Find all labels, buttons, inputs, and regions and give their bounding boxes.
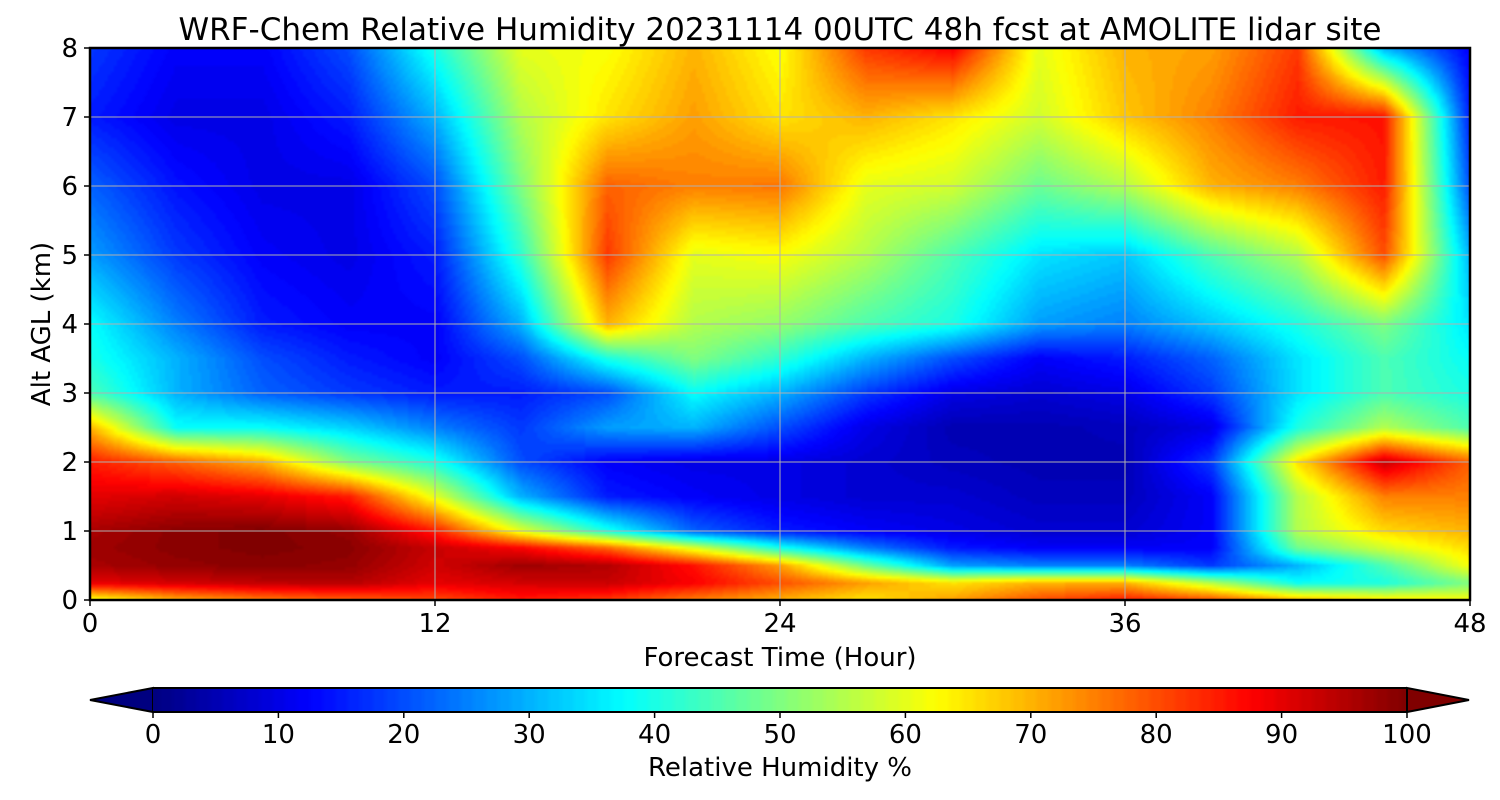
y-axis: 0 1 2 3 4 5 6 7 8 bbox=[61, 34, 90, 616]
colorbar-tick-label: 30 bbox=[513, 720, 546, 750]
colorbar-label: Relative Humidity % bbox=[648, 753, 912, 783]
y-tick-label: 5 bbox=[61, 241, 78, 271]
x-axis: 0 12 24 36 48 bbox=[82, 600, 1487, 639]
x-tick-label: 36 bbox=[1108, 609, 1141, 639]
colorbar: 0 10 20 30 40 50 60 70 80 90 100 bbox=[89, 686, 1470, 750]
y-tick-label: 3 bbox=[61, 379, 78, 409]
colorbar-tick-label: 70 bbox=[1014, 720, 1047, 750]
colorbar-tick-label: 50 bbox=[763, 720, 796, 750]
colorbar-extend-high bbox=[1406, 686, 1470, 714]
y-tick-label: 7 bbox=[61, 103, 78, 133]
colorbar-tick-label: 90 bbox=[1265, 720, 1298, 750]
colorbar-ticks: 0 10 20 30 40 50 60 70 80 90 100 bbox=[145, 712, 1432, 750]
colorbar-tick-label: 60 bbox=[889, 720, 922, 750]
x-axis-label: Forecast Time (Hour) bbox=[643, 643, 916, 673]
y-axis-label: Alt AGL (km) bbox=[27, 242, 57, 406]
colorbar-extend-low bbox=[89, 686, 154, 714]
y-tick-label: 4 bbox=[61, 310, 78, 340]
y-tick-label: 2 bbox=[61, 448, 78, 478]
y-tick-label: 6 bbox=[61, 172, 78, 202]
colorbar-tick-label: 80 bbox=[1140, 720, 1173, 750]
colorbar-gradient bbox=[153, 688, 1407, 712]
colorbar-tick-label: 40 bbox=[638, 720, 671, 750]
colorbar-tick-label: 10 bbox=[262, 720, 295, 750]
chart-title: WRF-Chem Relative Humidity 20231114 00UT… bbox=[178, 12, 1381, 48]
colorbar-tick-label: 100 bbox=[1382, 720, 1432, 750]
colorbar-tick-label: 0 bbox=[145, 720, 162, 750]
x-tick-label: 0 bbox=[82, 609, 99, 639]
colorbar-tick-label: 20 bbox=[387, 720, 420, 750]
y-tick-label: 1 bbox=[61, 517, 78, 547]
x-tick-label: 24 bbox=[763, 609, 796, 639]
y-tick-label: 8 bbox=[61, 34, 78, 64]
x-tick-label: 12 bbox=[418, 609, 451, 639]
grid-lines bbox=[90, 48, 1470, 600]
x-tick-label: 48 bbox=[1453, 609, 1486, 639]
y-tick-label: 0 bbox=[61, 586, 78, 616]
